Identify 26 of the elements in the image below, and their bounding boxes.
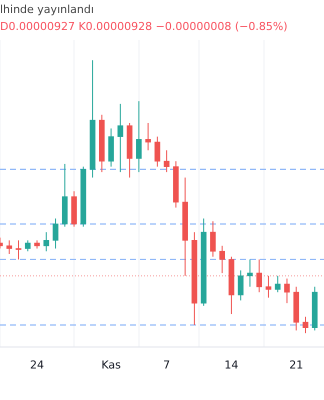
candlestick — [24, 240, 31, 252]
candlestick — [219, 245, 225, 274]
x-tick-label: 14 — [224, 358, 238, 372]
candlestick — [118, 103, 124, 173]
x-tick-label: 24 — [30, 358, 44, 372]
candlestick — [256, 258, 262, 293]
x-tick-label: 7 — [163, 358, 170, 372]
candlestick — [16, 240, 22, 260]
candlestick — [284, 278, 290, 304]
text: lhinde yayınlandı — [0, 3, 94, 16]
candlestick — [274, 275, 281, 293]
candlestick — [302, 316, 308, 334]
candlestick — [266, 275, 272, 298]
candlestick — [238, 270, 244, 301]
candlestick — [247, 258, 253, 288]
candlestick — [136, 100, 142, 173]
candlestick — [154, 136, 160, 168]
candlestick — [6, 240, 12, 254]
candlestick — [145, 122, 151, 151]
x-tick-label: Kas — [101, 358, 122, 372]
candlestick — [52, 218, 58, 250]
x-tick-label: 21 — [289, 358, 304, 372]
candlestick — [164, 150, 170, 173]
candlestick — [43, 232, 50, 252]
text: D0.00000927 K0.00000928 −0.00000008 (−0.85%) — [0, 20, 288, 33]
candlestick — [210, 220, 216, 258]
